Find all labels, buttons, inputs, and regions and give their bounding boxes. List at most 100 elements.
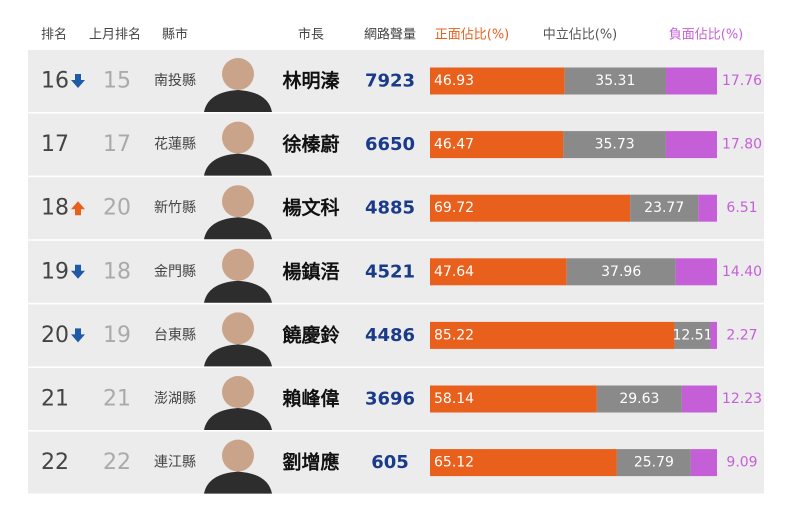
column-header: 上月排名 — [89, 27, 141, 43]
positive-label: 46.47 — [434, 137, 474, 153]
table-row: 17 17 花蓮縣 徐榛蔚 6650 46.47 35.73 17.80 — [28, 113, 764, 176]
negative-label: 17.80 — [722, 137, 762, 153]
mayor-name: 楊文科 — [282, 196, 339, 219]
volume: 3696 — [365, 389, 415, 410]
neutral-bar — [616, 449, 691, 477]
positive-label: 85.22 — [434, 327, 474, 343]
column-header: 縣市 — [162, 27, 188, 43]
neutral-label: 23.77 — [644, 200, 684, 216]
rank: 21 — [41, 387, 69, 412]
last-month-rank: 20 — [103, 196, 131, 221]
column-header: 網路聲量 — [364, 27, 416, 43]
positive-label: 65.12 — [434, 455, 474, 471]
negative-label: 6.51 — [726, 200, 757, 216]
neutral-bar — [630, 194, 699, 222]
column-header: 正面佔比(%) — [435, 28, 510, 43]
portrait-body — [204, 408, 272, 430]
negative-bar — [665, 131, 717, 159]
rank: 19 — [41, 259, 69, 284]
positive-bar — [430, 449, 617, 477]
negative-bar — [710, 321, 717, 349]
positive-bar — [430, 321, 675, 349]
neutral-bar — [674, 321, 711, 349]
portrait-body — [204, 153, 272, 176]
table-row: 18 20 新竹縣 楊文科 4885 69.72 23.77 6.51 — [28, 177, 764, 240]
positive-bar — [430, 194, 631, 222]
portrait-body — [204, 344, 272, 367]
positive-bar — [430, 258, 567, 286]
neutral-bar — [564, 67, 667, 95]
portrait-head — [222, 185, 254, 218]
column-header: 負面佔比(%) — [669, 28, 744, 43]
county: 連江縣 — [154, 455, 196, 471]
volume: 4885 — [365, 198, 415, 219]
volume: 7923 — [365, 71, 415, 92]
volume: 4486 — [365, 325, 415, 346]
negative-bar — [666, 67, 717, 95]
portrait-body — [204, 471, 272, 494]
negative-label: 2.27 — [726, 327, 757, 343]
county: 金門縣 — [154, 264, 196, 280]
last-month-rank: 17 — [103, 132, 131, 157]
last-month-rank: 22 — [103, 450, 131, 475]
table-row: 20 19 台東縣 饒慶鈴 4486 85.22 12.51 2.27 — [28, 304, 764, 367]
neutral-label: 25.79 — [634, 455, 674, 471]
county: 新竹縣 — [154, 200, 196, 216]
volume: 6650 — [365, 134, 415, 155]
portrait-head — [222, 376, 254, 408]
county: 花蓮縣 — [154, 137, 196, 153]
negative-label: 17.76 — [722, 73, 762, 89]
last-month-rank: 15 — [103, 69, 131, 94]
table-row: 22 22 連江縣 劉增應 605 65.12 25.79 9.09 — [28, 431, 764, 494]
positive-label: 58.14 — [434, 391, 474, 407]
table-row: 16 15 南投縣 林明溱 7923 46.93 35.31 17.76 — [28, 50, 764, 112]
last-month-rank: 18 — [103, 259, 131, 284]
negative-bar — [681, 385, 717, 413]
portrait-body — [204, 90, 272, 112]
trend-arrow — [71, 201, 85, 216]
neutral-bar — [563, 131, 666, 159]
column-header: 中立佔比(%) — [543, 28, 618, 43]
last-month-rank: 19 — [103, 323, 131, 348]
rank: 16 — [41, 69, 69, 94]
negative-bar — [690, 449, 717, 477]
positive-label: 47.64 — [434, 264, 474, 280]
portrait-body — [204, 217, 272, 240]
neutral-bar — [596, 385, 682, 413]
positive-bar — [430, 385, 597, 413]
portrait-head — [222, 248, 254, 281]
rank: 20 — [41, 323, 69, 348]
portrait-head — [222, 312, 254, 345]
positive-bar — [430, 67, 565, 95]
neutral-label: 35.73 — [595, 137, 635, 153]
positive-label: 69.72 — [434, 200, 474, 216]
table-row: 21 21 澎湖縣 賴峰偉 3696 58.14 29.63 12.23 — [28, 368, 764, 430]
neutral-label: 35.31 — [595, 73, 635, 89]
column-header: 排名 — [41, 27, 67, 43]
negative-label: 9.09 — [726, 455, 757, 471]
portrait-head — [222, 121, 254, 154]
trend-arrow — [71, 264, 85, 279]
volume: 605 — [371, 452, 409, 473]
positive-bar — [430, 131, 564, 159]
county: 台東縣 — [154, 327, 196, 343]
mayor-name: 楊鎮浯 — [282, 260, 339, 283]
neutral-label: 12.51 — [672, 327, 712, 343]
trend-arrow — [71, 328, 85, 343]
rank: 18 — [41, 196, 69, 221]
mayor-name: 賴峰偉 — [282, 387, 339, 410]
neutral-bar — [566, 258, 676, 286]
negative-label: 12.23 — [722, 391, 762, 407]
neutral-label: 29.63 — [619, 391, 659, 407]
positive-label: 46.93 — [434, 73, 474, 89]
portrait-head — [222, 58, 254, 90]
county: 澎湖縣 — [154, 391, 196, 407]
portrait-head — [222, 439, 254, 472]
last-month-rank: 21 — [103, 387, 131, 412]
negative-label: 14.40 — [722, 264, 762, 280]
column-header: 市長 — [298, 27, 324, 43]
rank: 22 — [41, 450, 69, 475]
volume: 4521 — [365, 261, 415, 282]
table-row: 19 18 金門縣 楊鎮浯 4521 47.64 37.96 14.40 — [28, 240, 764, 303]
